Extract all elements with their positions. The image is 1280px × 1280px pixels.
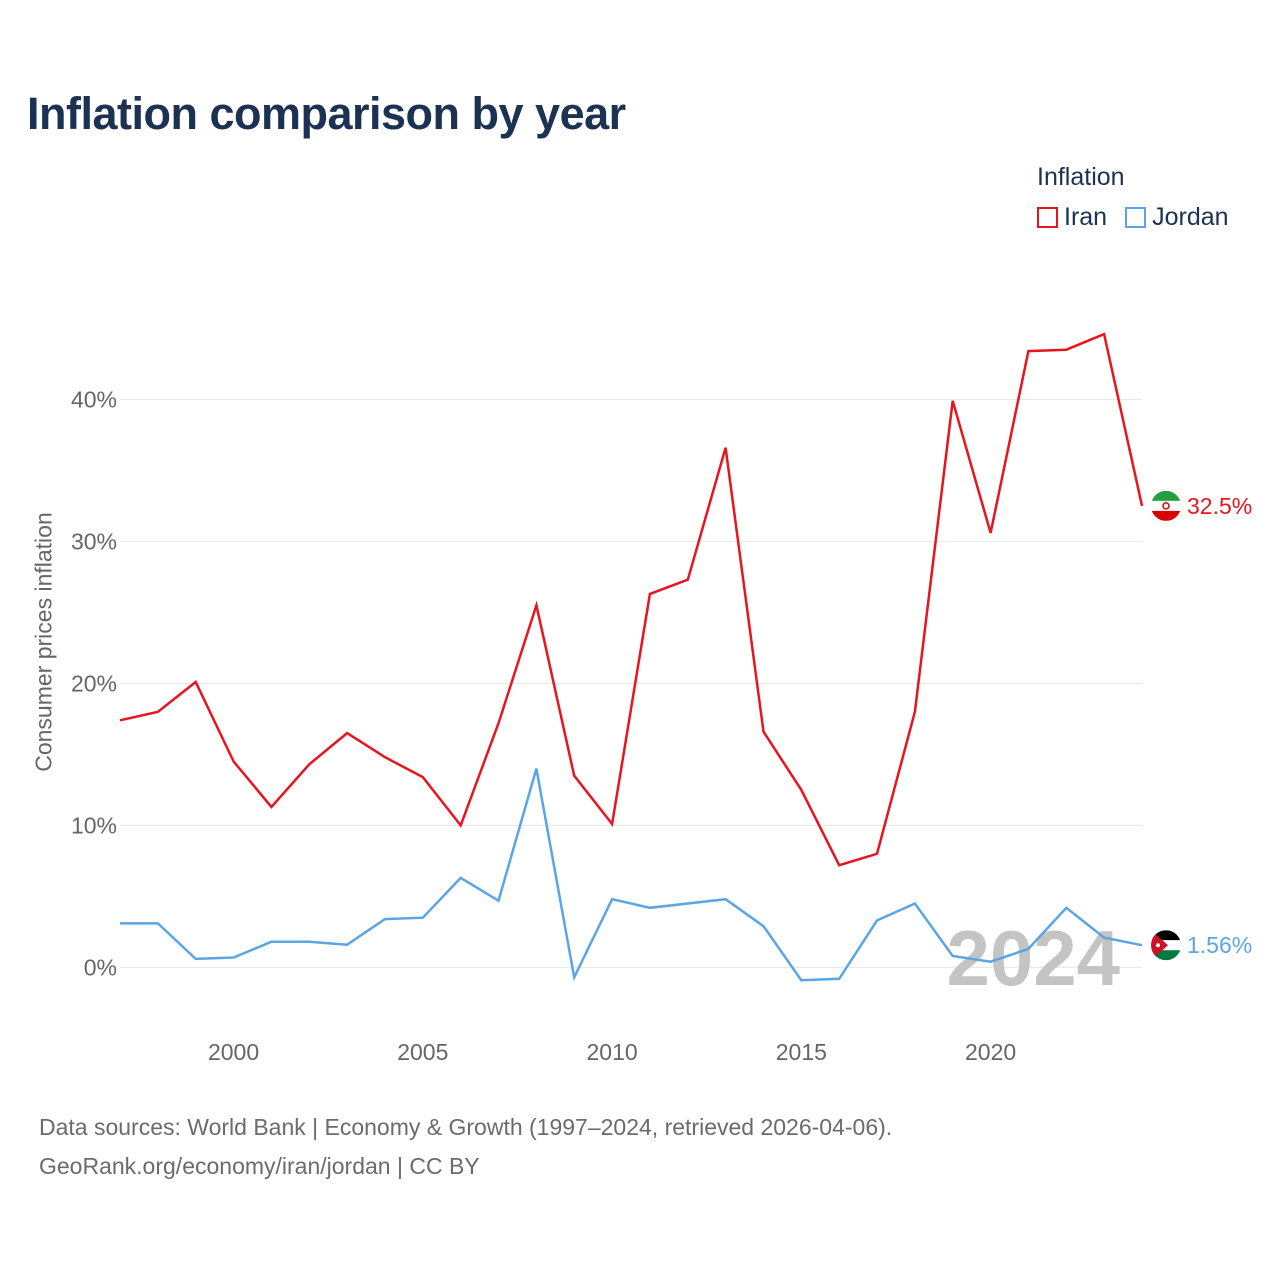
chart-title: Inflation comparison by year: [27, 88, 626, 139]
series-line-iran: [119, 332, 1144, 867]
y-tick-label: 20%: [71, 670, 117, 696]
x-tick-label: 2005: [397, 1039, 448, 1065]
legend-title: Inflation: [1037, 163, 1125, 191]
legend-item-jordan[interactable]: Jordan: [1125, 203, 1229, 232]
source-note: Data sources: World Bank | Economy & Gro…: [39, 1108, 892, 1186]
legend-item-iran[interactable]: Iran: [1037, 203, 1107, 232]
iran-flag-icon: [1151, 490, 1181, 521]
source-line-2: GeoRank.org/economy/iran/jordan | CC BY: [39, 1153, 480, 1179]
legend: Iran Jordan: [1037, 203, 1247, 232]
end-label-iran: 32.5%: [1187, 493, 1252, 519]
y-tick-label: 10%: [71, 812, 117, 838]
y-tick-label: 30%: [71, 528, 117, 554]
end-label-jordan: 1.56%: [1187, 932, 1252, 958]
x-tick-label: 2015: [776, 1039, 827, 1065]
x-tick-label: 2000: [208, 1039, 259, 1065]
source-line-1: Data sources: World Bank | Economy & Gro…: [39, 1114, 893, 1140]
series-line-jordan: [120, 768, 1143, 982]
x-tick-label: 2010: [586, 1039, 637, 1065]
jordan-flag-icon: [1151, 930, 1181, 961]
legend-swatch-iran: [1037, 207, 1058, 228]
legend-label-jordan: Jordan: [1152, 203, 1229, 231]
legend-swatch-jordan: [1125, 207, 1147, 228]
legend-label-iran: Iran: [1064, 203, 1108, 231]
x-tick-label: 2020: [965, 1039, 1016, 1065]
y-tick-label: 0%: [84, 954, 117, 980]
y-tick-label: 40%: [71, 386, 117, 412]
